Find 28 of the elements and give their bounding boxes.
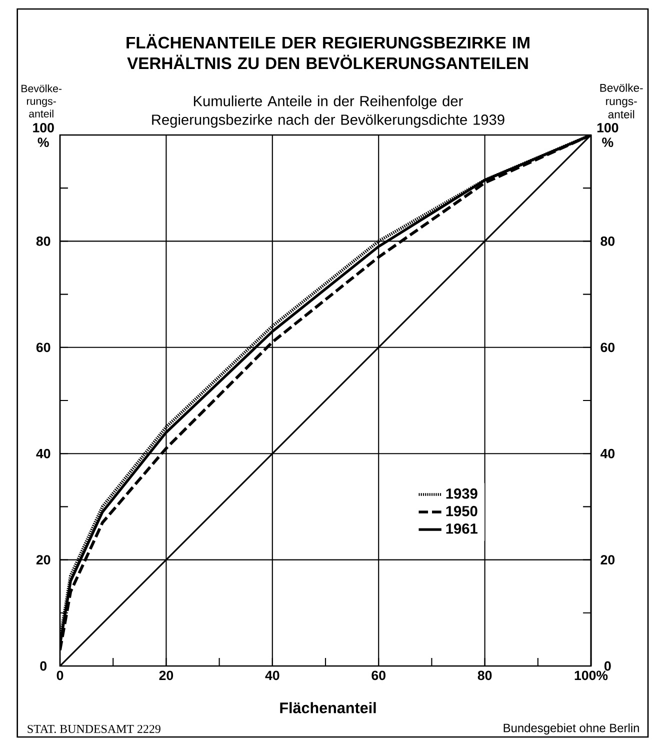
y-tick-label: 0 [40, 661, 47, 671]
x-tick-label: 40 [265, 670, 280, 680]
x-tick-label: 0 [56, 670, 64, 680]
y-tick-label: 100 % [33, 123, 54, 147]
x-tick-label: 60 [372, 670, 386, 680]
text: Bundesgebiet ohne Berlin [504, 723, 639, 735]
y-tick-label: 60 [36, 342, 50, 352]
y2-tick-label: 20 [600, 555, 615, 564]
y-axis-title: Bevölke-rungs-anteil [22, 84, 62, 118]
y2-tick-label: 40 [600, 448, 615, 458]
chart-subtitle: Kumulierte Anteile in der Reihenfolge der Regierungsbezirke nach der Bevölkerungsdichte 1939 [152, 96, 504, 128]
x-tick-label: 20 [159, 670, 174, 680]
y-tick-label: 80 [36, 236, 50, 246]
y2-axis-title: Bevölke-rungs-anteil [600, 84, 643, 118]
x-axis-title: Flächenanteil [280, 702, 376, 714]
legend-label: 1950 [446, 506, 478, 516]
y-tick-label: 20 [36, 555, 50, 564]
y2-tick-label: 0 [604, 661, 611, 671]
legend-label: 1961 [446, 523, 478, 534]
text: STAT. BUNDESAMT 2229 [28, 724, 160, 734]
y2-tick-label: 60 [600, 342, 615, 352]
x-tick-label: 80 [478, 670, 492, 680]
x-tick-label: 100% [574, 670, 608, 680]
legend-label: 1939 [446, 488, 478, 499]
chart-title: FLÄCHENANTEILE DER REGIERUNGSBEZIRKE IM VERHÄLTNIS ZU DEN BEVÖLKERUNGSANTEILEN [126, 34, 530, 70]
y2-tick-label: 100 % [597, 123, 618, 147]
y2-tick-label: 80 [600, 236, 615, 246]
y-tick-label: 40 [36, 448, 50, 458]
